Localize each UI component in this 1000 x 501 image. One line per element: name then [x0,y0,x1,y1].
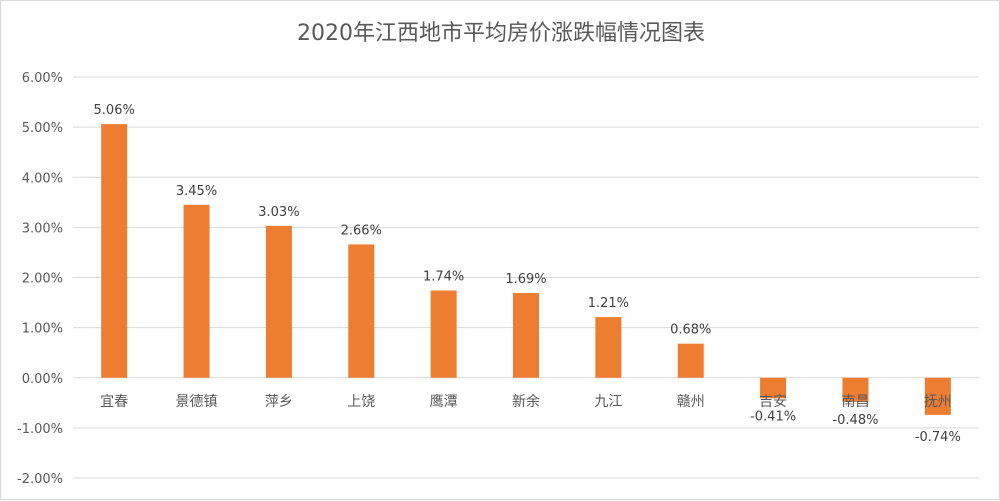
x-tick-label: 萍乡 [265,394,293,410]
x-tick-label: 新余 [512,393,540,410]
x-tick-label: 赣州 [677,394,705,410]
x-tick-label: 抚州 [924,394,952,410]
y-tick-label: -1.00% [17,422,63,437]
chart-title: 2020年江西地市平均房价涨跌幅情况图表 [297,21,705,46]
x-tick-label: 上饶 [347,394,375,410]
data-label: 5.06% [94,103,135,118]
data-label: -0.41% [750,409,796,424]
bar [430,290,457,378]
bar [924,377,951,415]
bar [842,377,869,402]
x-tick-label: 吉安 [759,394,787,410]
x-tick-label: 景德镇 [176,394,218,410]
x-tick-label: 南昌 [841,394,869,410]
data-label: 3.03% [258,205,299,220]
bar [183,204,210,378]
bar [265,225,292,378]
y-tick-label: 2.00% [22,272,63,287]
y-tick-label: 4.00% [22,171,63,186]
data-label: -0.74% [915,430,961,445]
x-tick-label: 宜春 [100,394,128,410]
y-tick-label: 5.00% [22,121,63,136]
data-label: 1.21% [588,296,629,311]
y-tick-label: 6.00% [22,71,63,86]
data-label: 1.74% [423,270,464,285]
x-tick-label: 鹰潭 [430,393,458,410]
bar [595,317,622,378]
y-tick-label: -2.00% [17,472,63,487]
bar [101,124,128,378]
y-tick-label: 3.00% [22,221,63,236]
y-tick-label: 0.00% [22,372,63,387]
bar [677,343,704,378]
bar [513,293,539,378]
bar [348,244,375,378]
data-label: -0.48% [832,413,878,428]
y-tick-label: 1.00% [22,322,63,337]
data-label: 1.69% [505,272,546,287]
bar [760,377,787,399]
data-label: 2.66% [341,223,382,238]
data-label: 3.45% [176,184,217,199]
data-label: 0.68% [670,323,711,338]
x-tick-label: 九江 [594,394,622,410]
